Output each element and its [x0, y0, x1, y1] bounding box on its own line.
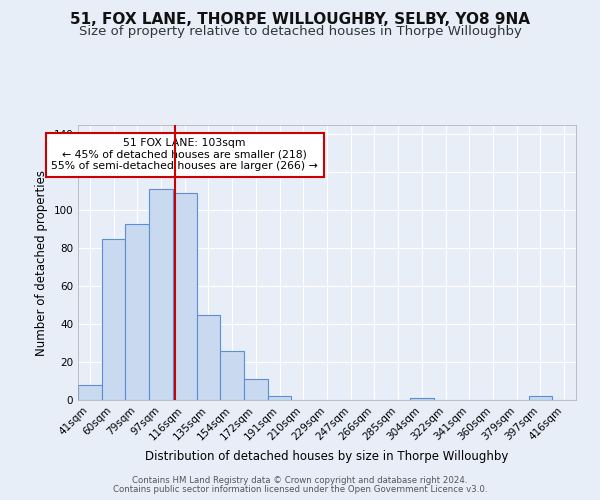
Bar — [78, 385, 102, 400]
Bar — [125, 224, 149, 400]
Text: Size of property relative to detached houses in Thorpe Willoughby: Size of property relative to detached ho… — [79, 25, 521, 38]
Text: 51, FOX LANE, THORPE WILLOUGHBY, SELBY, YO8 9NA: 51, FOX LANE, THORPE WILLOUGHBY, SELBY, … — [70, 12, 530, 28]
Y-axis label: Number of detached properties: Number of detached properties — [35, 170, 48, 356]
Bar — [197, 314, 220, 400]
Bar — [173, 194, 197, 400]
Bar — [529, 396, 552, 400]
Text: Contains public sector information licensed under the Open Government Licence v3: Contains public sector information licen… — [113, 485, 487, 494]
Bar — [268, 396, 292, 400]
Bar — [149, 190, 173, 400]
Text: Contains HM Land Registry data © Crown copyright and database right 2024.: Contains HM Land Registry data © Crown c… — [132, 476, 468, 485]
Bar — [102, 239, 125, 400]
Text: 51 FOX LANE: 103sqm
← 45% of detached houses are smaller (218)
55% of semi-detac: 51 FOX LANE: 103sqm ← 45% of detached ho… — [52, 138, 318, 172]
X-axis label: Distribution of detached houses by size in Thorpe Willoughby: Distribution of detached houses by size … — [145, 450, 509, 463]
Bar — [410, 398, 434, 400]
Bar — [220, 350, 244, 400]
Bar — [244, 379, 268, 400]
